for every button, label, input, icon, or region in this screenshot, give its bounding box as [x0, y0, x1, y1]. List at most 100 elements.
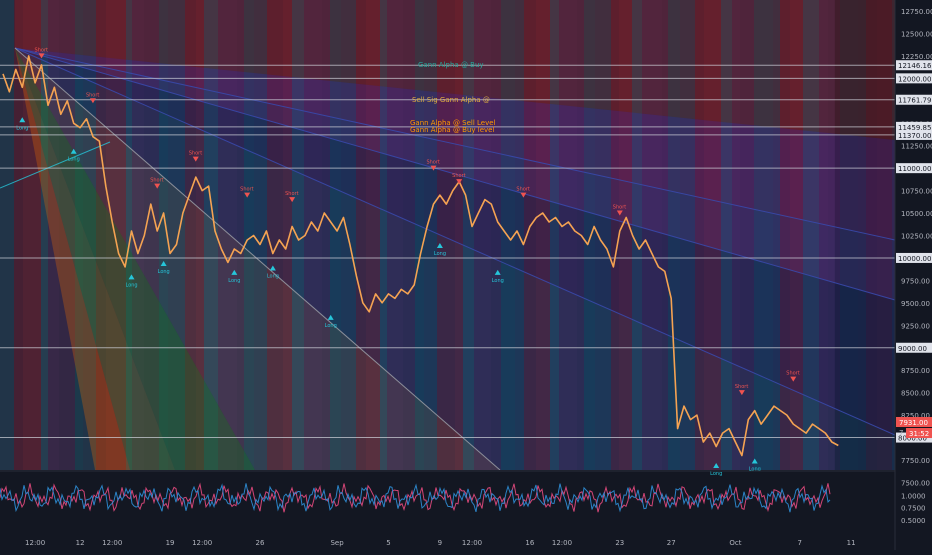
- long-label: Long: [68, 157, 80, 163]
- long-arrow: [128, 274, 135, 280]
- level-tag-box: [896, 129, 932, 140]
- annotation-sell-level: Gann Alpha @ Sell Level: [410, 119, 496, 127]
- annotation-buy: Gann Alpha @ Buy: [418, 61, 484, 69]
- long-signal: Long: [68, 148, 80, 163]
- time-band: [415, 0, 424, 470]
- oscillator-tick-label: 1.0000: [901, 492, 926, 500]
- level-tag-box: [896, 252, 932, 263]
- countdown-box: [906, 428, 932, 438]
- long-arrow: [70, 148, 77, 154]
- trend-line: [0, 141, 111, 189]
- time-band: [59, 0, 75, 470]
- short-label: Short: [150, 178, 163, 184]
- time-band: [680, 0, 695, 470]
- gann-fan-line: [14, 47, 501, 470]
- time-band: [185, 0, 196, 470]
- short-label: Short: [189, 151, 202, 157]
- short-arrow: [430, 165, 437, 171]
- short-signal: Short: [189, 151, 202, 162]
- level-tag-label: 11000.00: [898, 165, 931, 173]
- long-label: Long: [267, 273, 279, 279]
- time-tick-label: 7: [797, 539, 801, 547]
- time-band: [668, 0, 680, 470]
- short-label: Short: [35, 47, 48, 53]
- current-price-label: 7931.00: [899, 419, 928, 427]
- long-arrow: [327, 314, 334, 320]
- level-tag-box: [896, 73, 932, 84]
- time-band: [721, 0, 732, 470]
- time-band: [642, 0, 662, 470]
- time-band: [501, 0, 515, 470]
- time-tick-label: 26: [256, 539, 265, 547]
- time-band: [244, 0, 254, 470]
- annotations: Gann Alpha @ Buy Sell Sig Gann Alpha @ G…: [410, 61, 496, 134]
- time-band: [695, 0, 704, 470]
- short-arrow: [456, 179, 463, 185]
- short-arrow: [289, 197, 296, 203]
- short-label: Short: [426, 160, 439, 166]
- time-band: [524, 0, 536, 470]
- short-signal: Short: [516, 187, 530, 198]
- time-axis[interactable]: 12:00 12 12:00 19 12:00 26 Sep 5 9 12:00 16 12:00 23…: [25, 539, 856, 547]
- time-band: [559, 0, 577, 470]
- long-arrow: [436, 242, 443, 248]
- gann-fan-line: [14, 47, 895, 436]
- time-band: [732, 0, 740, 470]
- time-tick-label: 27: [667, 539, 676, 547]
- price-tick-label: 12750.00: [901, 8, 932, 16]
- annotation-buy-level: Gann Alpha @ Buy level: [410, 126, 494, 134]
- time-band: [196, 0, 204, 470]
- time-band: [75, 0, 83, 470]
- time-tick-label: 11: [847, 539, 856, 547]
- time-band: [218, 0, 237, 470]
- long-label: Long: [749, 467, 761, 473]
- time-band: [803, 0, 819, 470]
- long-arrow: [269, 265, 276, 271]
- price-tick-label: 10750.00: [901, 188, 932, 196]
- long-label: Long: [16, 125, 28, 131]
- short-label: Short: [786, 371, 799, 377]
- oscillator-axis: 1.0000 0.7500 0.5000: [901, 492, 926, 525]
- time-band: [380, 0, 387, 470]
- time-band: [322, 0, 330, 470]
- partial-tick-label: 7: [899, 429, 903, 437]
- long-signal: Long: [158, 260, 170, 275]
- long-arrow: [160, 260, 167, 266]
- price-tick-label: 8750.00: [901, 367, 930, 375]
- time-band: [437, 0, 455, 470]
- time-tick-label: 12: [76, 539, 85, 547]
- time-tick-label: 12:00: [192, 539, 212, 547]
- price-tick-label: 7750.00: [901, 457, 930, 465]
- time-band: [83, 0, 96, 470]
- short-signal: Short: [240, 187, 254, 198]
- time-band: [96, 0, 106, 470]
- long-arrow: [751, 458, 758, 464]
- long-label: Long: [710, 471, 722, 477]
- current-price-box: [896, 417, 932, 427]
- time-band: [387, 0, 403, 470]
- level-tag-box: [896, 163, 932, 174]
- time-band: [341, 0, 356, 470]
- long-signal: Long: [749, 458, 761, 473]
- price-tick-label: 12500.00: [901, 30, 932, 38]
- time-band: [595, 0, 611, 470]
- time-band: [132, 0, 144, 470]
- level-tag-box: [896, 342, 932, 353]
- time-tick-label: Oct: [729, 539, 741, 547]
- level-tag-label: 12000.00: [898, 75, 931, 83]
- short-arrow: [154, 183, 161, 189]
- price-tick-label: 10250.00: [901, 233, 932, 241]
- time-band: [584, 0, 595, 470]
- level-tag-label: 9000.00: [898, 345, 927, 353]
- time-tick-label: 16: [525, 539, 534, 547]
- oscillator-pane: [0, 482, 831, 513]
- price-axis[interactable]: [895, 0, 932, 550]
- time-band: [790, 0, 803, 470]
- long-signal: Long: [434, 242, 446, 257]
- time-band: [41, 0, 48, 470]
- time-band: [356, 0, 366, 470]
- time-tick-label: 9: [438, 539, 442, 547]
- long-arrow: [494, 269, 501, 275]
